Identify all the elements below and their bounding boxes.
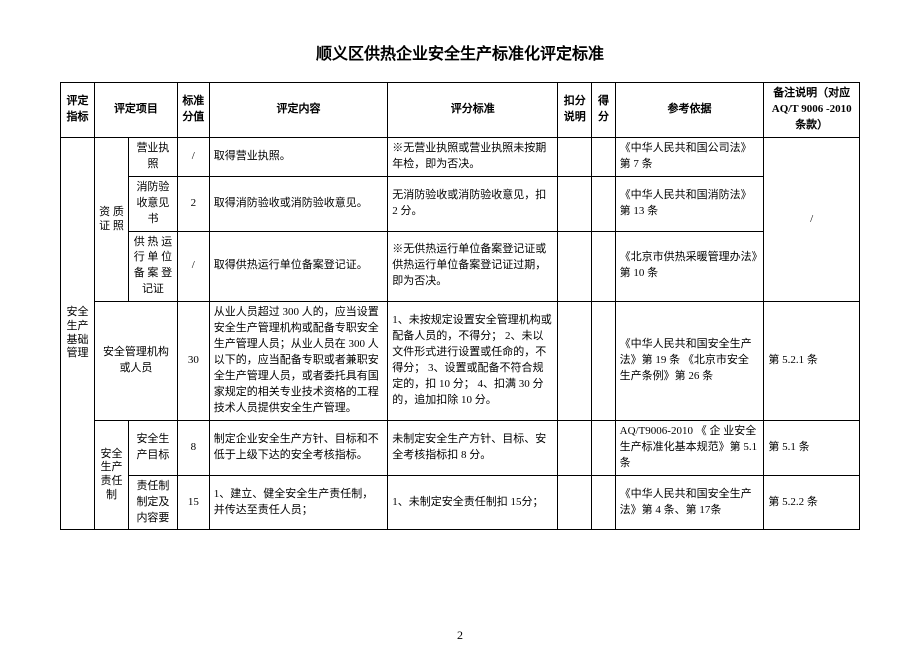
page-title: 顺义区供热企业安全生产标准化评定标准: [60, 40, 860, 64]
cell-note: 第 5.1 条: [764, 420, 860, 475]
table-row: 供 热 运行 单 位备 案 登记证 / 取得供热运行单位备案登记证。 ※无供热运…: [61, 231, 860, 302]
cell-item: 安全生产目标: [129, 420, 178, 475]
th-score: 标准分值: [177, 83, 209, 138]
cell-std: ※无供热运行单位备案登记证或供热运行单位备案登记证过期，即为否决。: [388, 231, 558, 302]
cell-note: /: [764, 137, 860, 301]
cell-ref: 《中华人民共和国消防法》第 13 条: [615, 176, 764, 231]
th-ref: 参考依据: [615, 83, 764, 138]
cell-got: [592, 302, 615, 421]
cell-content: 取得营业执照。: [209, 137, 388, 176]
th-content: 评定内容: [209, 83, 388, 138]
table-row: 安全生产基础管理 资 质证 照 营业执照 / 取得营业执照。 ※无营业执照或营业…: [61, 137, 860, 176]
th-item: 评定项目: [95, 83, 178, 138]
cell-ref: 《中华人民共和国公司法》第 7 条: [615, 137, 764, 176]
cell-deduct: [558, 137, 592, 176]
table-row: 安全管理机构或人员 30 从业人员超过 300 人的，应当设置安全生产管理机构或…: [61, 302, 860, 421]
table-row: 安全生产责任制 安全生产目标 8 制定企业安全生产方针、目标和不低于上级下达的安…: [61, 420, 860, 475]
cell-note: 第 5.2.1 条: [764, 302, 860, 421]
cell-content: 制定企业安全生产方针、目标和不低于上级下达的安全考核指标。: [209, 420, 388, 475]
th-note: 备注说明（对应 AQ/T 9006 -2010 条款）: [764, 83, 860, 138]
table-header-row: 评定指标 评定项目 标准分值 评定内容 评分标准 扣分说明 得分 参考依据 备注…: [61, 83, 860, 138]
cell-score: /: [177, 231, 209, 302]
cell-got: [592, 475, 615, 530]
cell-category: 安全生产基础管理: [61, 137, 95, 530]
cell-score: 8: [177, 420, 209, 475]
cell-deduct: [558, 176, 592, 231]
cell-score: 2: [177, 176, 209, 231]
cell-ref: 《北京市供热采暖管理办法》第 10 条: [615, 231, 764, 302]
cell-std: 1、未制定安全责任制扣 15分；: [388, 475, 558, 530]
cell-item: 消防验收意见书: [129, 176, 178, 231]
cell-content: 从业人员超过 300 人的，应当设置安全生产管理机构或配备专职安全生产管理人员；…: [209, 302, 388, 421]
cell-ref: 《中华人民共和国安全生产法》第 4 条、第 17条: [615, 475, 764, 530]
cell-score: 15: [177, 475, 209, 530]
th-indicator: 评定指标: [61, 83, 95, 138]
cell-ref: 《中华人民共和国安全生产法》第 19 条 《北京市安全生产条例》第 26 条: [615, 302, 764, 421]
cell-deduct: [558, 231, 592, 302]
th-deduct: 扣分说明: [558, 83, 592, 138]
cell-ref: AQ/T9006-2010 《 企 业安全生产标准化基本规范》第 5.1 条: [615, 420, 764, 475]
cell-got: [592, 137, 615, 176]
cell-got: [592, 231, 615, 302]
cell-std: 无消防验收或消防验收意见，扣 2 分。: [388, 176, 558, 231]
cell-deduct: [558, 302, 592, 421]
th-got: 得分: [592, 83, 615, 138]
cell-std: 1、未按规定设置安全管理机构或配备人员的，不得分； 2、未以文件形式进行设置或任…: [388, 302, 558, 421]
cell-std: 未制定安全生产方针、目标、安全考核指标扣 8 分。: [388, 420, 558, 475]
cell-got: [592, 420, 615, 475]
cell-item: 营业执照: [129, 137, 178, 176]
cell-score: /: [177, 137, 209, 176]
cell-item: 责任制制定及内容要: [129, 475, 178, 530]
cell-content: 取得消防验收或消防验收意见。: [209, 176, 388, 231]
cell-deduct: [558, 420, 592, 475]
cell-std: ※无营业执照或营业执照未按期年检，即为否决。: [388, 137, 558, 176]
th-standard: 评分标准: [388, 83, 558, 138]
cell-score: 30: [177, 302, 209, 421]
cell-deduct: [558, 475, 592, 530]
cell-content: 取得供热运行单位备案登记证。: [209, 231, 388, 302]
cell-got: [592, 176, 615, 231]
table-row: 责任制制定及内容要 15 1、建立、健全安全生产责任制，并传达至责任人员； 1、…: [61, 475, 860, 530]
cell-item: 供 热 运行 单 位备 案 登记证: [129, 231, 178, 302]
table-row: 消防验收意见书 2 取得消防验收或消防验收意见。 无消防验收或消防验收意见，扣 …: [61, 176, 860, 231]
cell-item: 安全管理机构或人员: [95, 302, 178, 421]
cell-content: 1、建立、健全安全生产责任制，并传达至责任人员；: [209, 475, 388, 530]
cell-group-qual: 资 质证 照: [95, 137, 129, 301]
evaluation-table: 评定指标 评定项目 标准分值 评定内容 评分标准 扣分说明 得分 参考依据 备注…: [60, 82, 860, 530]
page-number: 2: [0, 628, 920, 643]
cell-note: 第 5.2.2 条: [764, 475, 860, 530]
cell-group-safe: 安全生产责任制: [95, 420, 129, 530]
